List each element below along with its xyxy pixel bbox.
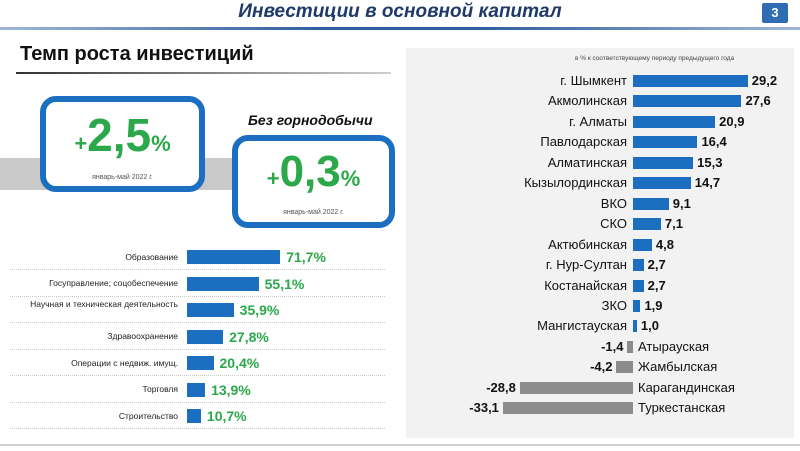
sector-row-divider [10,322,385,323]
region-bar [616,361,633,374]
sector-value-label: 13,9% [211,381,251,398]
region-value-label: -4,2 [590,359,613,375]
region-label: Актюбинская [548,236,627,252]
sector-row-divider [10,401,385,403]
region-value-label: -1,4 [601,338,624,354]
region-chart-panel [406,48,794,438]
sector-value-label: 20,4% [219,355,260,371]
sector-bar [187,303,234,317]
region-bar [633,279,644,292]
sector-row-divider [10,375,385,376]
region-bar [633,218,661,231]
region-label: Мангистауская [537,318,627,334]
region-bar [633,156,694,169]
region-label: Павлодарская [540,134,627,150]
region-value-label: -33,1 [469,400,499,416]
sector-row-divider [10,348,385,350]
sector-bar [187,409,201,423]
region-label: Акмолинская [547,93,627,109]
sector-bar [187,276,259,291]
sector-label: Строительство [118,410,178,421]
region-label: г. Нур-Султан [545,257,627,273]
kpi-growth-card: +2,5% январь-май 2022 г. [40,96,205,192]
sector-row-divider [10,295,385,297]
sector-value-label: 10,7% [206,408,247,424]
region-label: Алматинская [547,154,627,170]
slide-title: Инвестиции в основной капитал [238,1,562,22]
sector-bar [187,250,281,264]
region-label: Туркестанская [638,400,726,416]
region-value-label: 15,3 [697,154,723,170]
region-value-label: 1,9 [644,297,663,313]
region-bar [633,259,644,272]
region-bar [633,197,669,210]
sector-row-divider [10,269,385,270]
section-heading: Темп роста инвестиций [20,43,254,65]
sector-value-label: 35,9% [239,302,280,318]
kpi-no-mining-card: +0,3% январь-май 2022 г. [232,135,395,228]
sector-row-divider [10,428,385,429]
sector-value-label: 55,1% [264,275,305,292]
region-bar [633,320,637,333]
sector-label: Научная и техническая деятельность [30,299,178,309]
page-number-badge: 3 [762,3,788,23]
region-bar [519,381,633,394]
region-label: ЗКО [601,297,627,313]
region-bar [633,177,691,190]
region-label: СКО [600,216,627,232]
region-value-label: 4,8 [655,236,674,252]
kpi-growth-value: +2,5% [74,109,171,161]
region-label: ВКО [600,195,627,211]
region-label: Кызылординская [524,175,627,191]
region-bar [633,115,716,128]
sector-label: Госуправление; соцобеспечение [49,278,178,288]
region-label: г. Алматы [569,113,627,129]
region-bar [633,95,742,108]
region-label: Костанайская [544,277,627,293]
region-label: Жамбылская [638,359,718,375]
region-value-label: 2,7 [647,277,666,293]
region-label: Карагандинская [638,379,735,395]
region-chart-note: в % к соответствующему периоду предыдуще… [575,55,735,62]
heading-underline [16,72,391,74]
kpi-no-mining-value: +0,3% [266,147,361,196]
region-value-label: 27,6 [745,93,771,109]
sector-value-label: 71,7% [286,249,326,265]
bottom-divider [0,444,800,446]
sector-bar [187,382,206,397]
kpi-sub-label: Без горнодобычи [248,112,373,128]
region-label: Атырауская [638,338,710,354]
kpi-no-mining-caption: январь-май 2022 г. [283,209,344,216]
sector-bar [187,356,214,370]
sector-value-label: 27,8% [229,328,269,345]
region-bar [633,299,641,312]
region-value-label: 2,7 [647,257,666,273]
title-divider [0,27,800,30]
region-bar [633,75,748,87]
region-value-label: 20,9 [719,113,745,129]
region-label: г. Шымкент [560,73,627,88]
region-bar [633,238,652,251]
region-value-label: -28,8 [486,379,516,395]
region-bar [502,402,633,415]
region-value-label: 14,7 [694,175,721,191]
region-value-label: 29,2 [751,73,778,88]
region-value-label: 1,0 [640,318,659,334]
region-value-label: 7,1 [664,216,683,232]
sector-bar [187,329,224,344]
kpi-growth-caption: январь-май 2022 г. [92,174,153,181]
region-bar [633,136,698,149]
region-bar [627,340,633,353]
sector-label: Здравоохранение [107,331,178,341]
sector-label: Образование [125,251,178,262]
region-value-label: 16,4 [701,134,727,150]
sector-label: Торговля [142,384,178,394]
sector-label: Операции с недвиж. имущ. [71,357,178,368]
region-value-label: 9,1 [672,195,691,211]
